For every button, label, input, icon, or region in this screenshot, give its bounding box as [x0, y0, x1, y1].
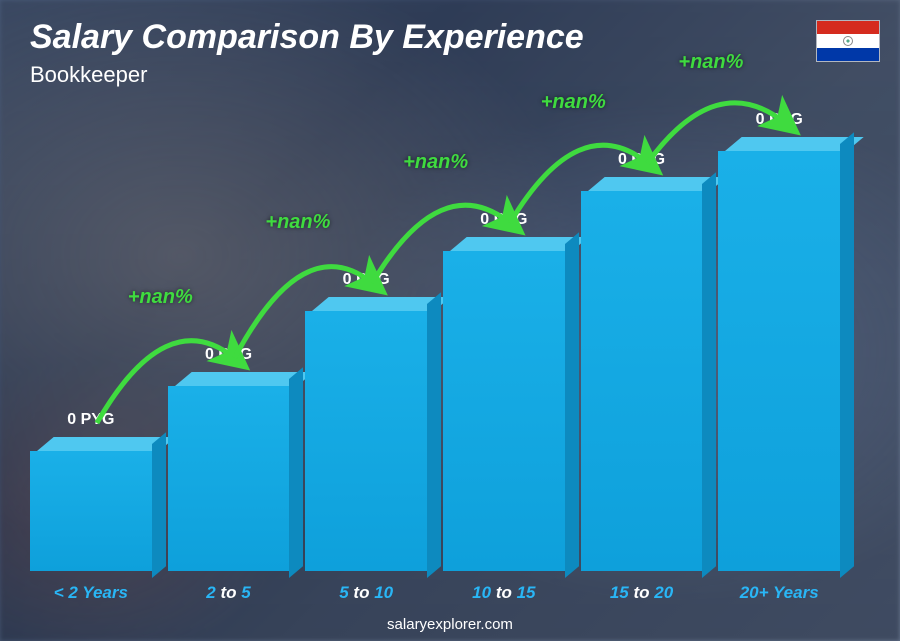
bar-value-label: 0 PYG [205, 346, 252, 364]
bar-3d [443, 237, 565, 571]
chart-container: Salary Comparison By Experience Bookkeep… [0, 0, 900, 641]
bar-side-face [289, 367, 303, 578]
bar-2: 0 PYG [305, 271, 427, 571]
growth-label-3: +nan% [541, 91, 606, 114]
bar-4: 0 PYG [581, 151, 703, 571]
bar-front-face [168, 386, 290, 571]
flag-emblem-icon [843, 36, 853, 46]
bar-3d [30, 437, 152, 571]
bar-value-label: 0 PYG [480, 211, 527, 229]
bar-side-face [702, 172, 716, 578]
bar-value-label: 0 PYG [756, 111, 803, 129]
bar-3d [718, 137, 840, 571]
page-title: Salary Comparison By Experience [30, 18, 584, 57]
bar-front-face [443, 251, 565, 571]
country-flag-paraguay [816, 20, 880, 62]
x-label-3: 10 to 15 [443, 583, 565, 603]
x-label-5: 20+ Years [718, 583, 840, 603]
growth-label-2: +nan% [403, 151, 468, 174]
bar-1: 0 PYG [168, 346, 290, 571]
x-label-0: < 2 Years [30, 583, 152, 603]
bar-front-face [305, 311, 427, 571]
bar-3d [305, 297, 427, 571]
bar-side-face [427, 292, 441, 578]
flag-stripe-white [817, 34, 879, 47]
bar-5: 0 PYG [718, 111, 840, 571]
x-label-1: 2 to 5 [168, 583, 290, 603]
x-label-4: 15 to 20 [581, 583, 703, 603]
bar-front-face [581, 191, 703, 571]
flag-stripe-blue [817, 48, 879, 61]
page-subtitle: Bookkeeper [30, 62, 147, 88]
bar-value-label: 0 PYG [67, 411, 114, 429]
bar-value-label: 0 PYG [618, 151, 665, 169]
bar-3d [581, 177, 703, 571]
bar-3d [168, 372, 290, 571]
growth-label-1: +nan% [265, 211, 330, 234]
bar-front-face [718, 151, 840, 571]
bar-front-face [30, 451, 152, 571]
bar-value-label: 0 PYG [343, 271, 390, 289]
x-axis-labels: < 2 Years 2 to 5 5 to 10 10 to 15 15 to 20 20… [30, 583, 840, 603]
bar-side-face [840, 132, 854, 578]
bar-side-face [152, 432, 166, 578]
bar-3: 0 PYG [443, 211, 565, 571]
x-label-2: 5 to 10 [305, 583, 427, 603]
growth-label-0: +nan% [128, 286, 193, 309]
bar-0: 0 PYG [30, 411, 152, 571]
bar-side-face [565, 232, 579, 578]
footer-attribution: salaryexplorer.com [0, 616, 900, 633]
flag-stripe-red [817, 21, 879, 34]
growth-label-4: +nan% [678, 51, 743, 74]
